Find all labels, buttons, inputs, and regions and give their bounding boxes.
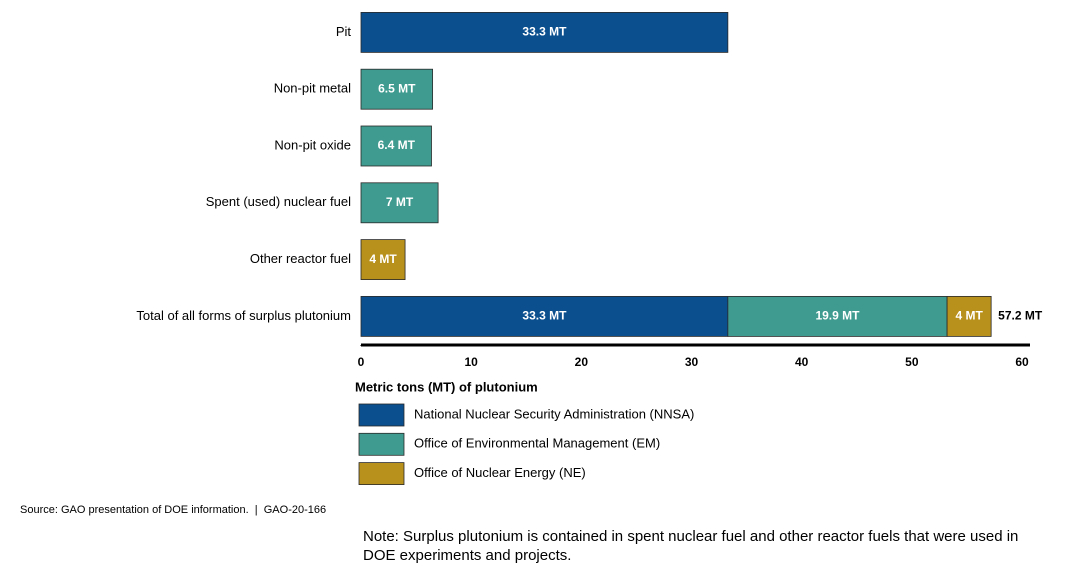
bar <box>360 182 439 224</box>
category-label: Non-pit metal <box>274 81 351 96</box>
value-label: 6.5 MT <box>378 81 416 95</box>
category-label: Pit <box>336 24 352 39</box>
x-tick-label: 50 <box>905 355 919 369</box>
bar <box>727 295 948 337</box>
total-label: 57.2 MT <box>998 309 1043 323</box>
value-label: 7 MT <box>386 195 414 209</box>
legend-swatch <box>358 432 405 456</box>
note: Note: Surplus plutonium is contained in … <box>363 528 1019 564</box>
category-label: Non-pit oxide <box>274 137 351 152</box>
value-label: 4 MT <box>369 252 397 266</box>
bar <box>360 125 432 167</box>
x-tick-label: 0 <box>358 355 365 369</box>
category-label: Other reactor fuel <box>250 251 351 266</box>
legend-swatch <box>358 462 405 486</box>
bar <box>360 239 406 281</box>
bar <box>946 295 992 337</box>
bar <box>360 68 434 110</box>
legend-label: National Nuclear Security Administration… <box>414 406 694 421</box>
category-label: Spent (used) nuclear fuel <box>206 194 351 209</box>
x-axis-label: Metric tons (MT) of plutonium <box>355 379 538 394</box>
bar <box>360 11 729 53</box>
value-label: 19.9 MT <box>815 309 860 323</box>
x-tick-label: 20 <box>575 355 589 369</box>
x-tick-label: 60 <box>1015 355 1029 369</box>
x-tick-label: 10 <box>464 355 478 369</box>
x-tick-label: 30 <box>685 355 699 369</box>
value-label: 6.4 MT <box>378 138 416 152</box>
value-label: 4 MT <box>955 309 983 323</box>
legend-label: Office of Nuclear Energy (NE) <box>414 465 586 480</box>
category-label: Total of all forms of surplus plutonium <box>136 308 351 323</box>
legend-swatch <box>358 403 405 427</box>
value-label: 33.3 MT <box>522 309 567 323</box>
source: Source: GAO presentation of DOE informat… <box>20 504 326 516</box>
legend-label: Office of Environmental Management (EM) <box>414 436 660 451</box>
value-label: 33.3 MT <box>522 25 567 39</box>
bar <box>360 295 729 337</box>
x-tick-label: 40 <box>795 355 809 369</box>
